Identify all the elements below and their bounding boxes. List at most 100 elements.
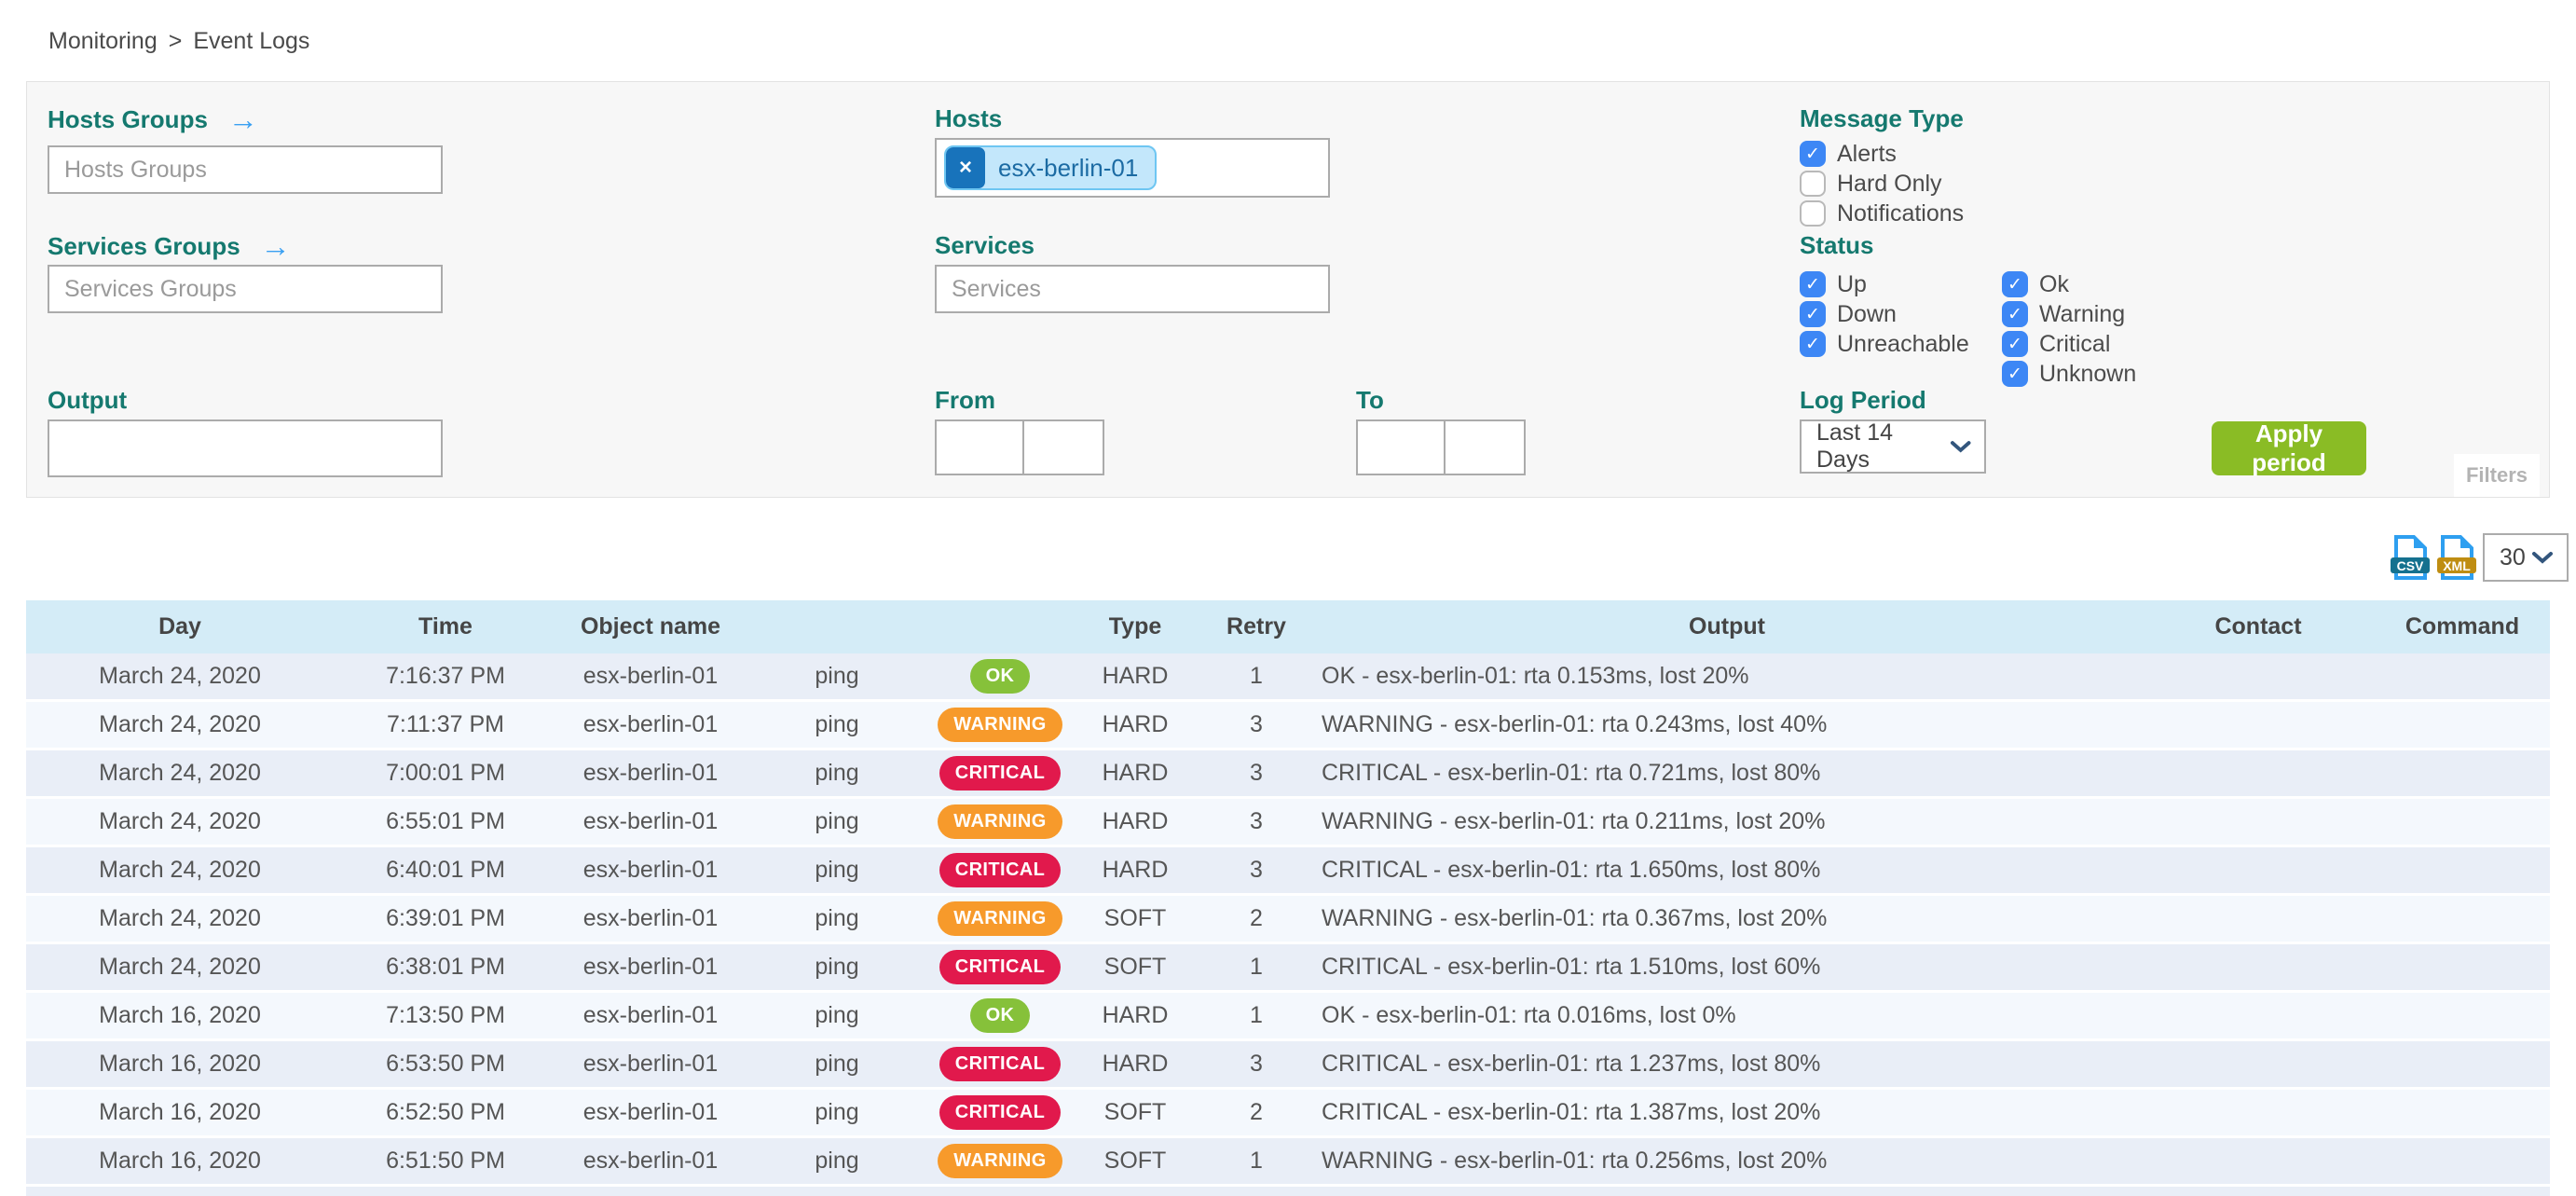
cell-object-name: esx-berlin-01 (582, 1051, 719, 1077)
checkbox-icon[interactable]: ✓ (1800, 171, 1826, 197)
cell-object-name: esx-berlin-01 (582, 1099, 719, 1125)
message-type-checkbox[interactable]: ✓ Alerts (1800, 140, 1897, 168)
checkbox-icon[interactable]: ✓ (1800, 200, 1826, 227)
table-row[interactable]: March 24, 2020 6:38:01 PM esx-berlin-01 … (26, 944, 2550, 993)
cell-retry: 2 (1250, 905, 1263, 931)
breadcrumb-event-logs: Event Logs (193, 28, 310, 54)
from-time-input[interactable] (1022, 419, 1104, 475)
export-xml-icon[interactable]: XML (2436, 534, 2477, 581)
table-row[interactable]: March 16, 2020 6:53:50 PM esx-berlin-01 … (26, 1041, 2550, 1090)
hosts-input[interactable]: × esx-berlin-01 (935, 138, 1330, 198)
cell-service: ping (815, 663, 859, 689)
breadcrumb-separator: > (168, 28, 183, 54)
chip-label: esx-berlin-01 (998, 153, 1139, 182)
checkbox-icon[interactable]: ✓ (1800, 301, 1826, 327)
export-csv-icon[interactable]: CSV (2390, 534, 2431, 581)
to-date-input[interactable] (1356, 419, 1446, 475)
services-groups-input[interactable] (48, 265, 443, 313)
cell-object-name: esx-berlin-01 (582, 663, 719, 689)
cell-status: CRITICAL (930, 950, 1070, 984)
cell-object-name: esx-berlin-01 (582, 808, 719, 834)
cell-retry: 1 (1250, 1002, 1263, 1028)
table-row[interactable]: March 16, 2020 6:51:50 PM esx-berlin-01 … (26, 1138, 2550, 1187)
column-header[interactable]: Day (158, 613, 201, 639)
log-period-label: Log Period (1800, 386, 1926, 414)
message-type-checkbox[interactable]: ✓ Notifications (1800, 199, 1964, 227)
cell-retry: 1 (1250, 663, 1263, 689)
table-row[interactable]: March 24, 2020 6:55:01 PM esx-berlin-01 … (26, 799, 2550, 847)
checkbox-icon[interactable]: ✓ (1800, 271, 1826, 297)
table-row[interactable]: March 24, 2020 7:16:37 PM esx-berlin-01 … (26, 653, 2550, 702)
cell-object-name: esx-berlin-01 (582, 1148, 719, 1174)
hosts-groups-input[interactable] (48, 145, 443, 194)
table-row[interactable]: March 24, 2020 7:11:37 PM esx-berlin-01 … (26, 702, 2550, 750)
column-header[interactable]: Object name (580, 613, 721, 639)
checkbox-icon[interactable]: ✓ (1800, 141, 1826, 167)
table-row[interactable]: March 24, 2020 6:39:01 PM esx-berlin-01 … (26, 896, 2550, 944)
breadcrumb-monitoring[interactable]: Monitoring (48, 28, 158, 54)
column-header[interactable]: Retry (1226, 613, 1286, 639)
checkbox-icon[interactable]: ✓ (2002, 271, 2028, 297)
status-badge: OK (969, 659, 1031, 694)
cell-day: March 24, 2020 (99, 711, 261, 737)
output-label: Output (48, 386, 128, 414)
output-input[interactable] (48, 419, 443, 477)
cell-status: OK (930, 998, 1070, 1033)
cell-output: CRITICAL - esx-berlin-01: rta 1.237ms, l… (1322, 1051, 1821, 1077)
to-time-input[interactable] (1444, 419, 1526, 475)
checkbox-icon[interactable]: ✓ (2002, 301, 2028, 327)
status-checkbox[interactable]: ✓ Unknown (2002, 360, 2136, 388)
services-groups-arrow-icon[interactable]: → (260, 229, 291, 263)
message-type-checkbox[interactable]: ✓ Hard Only (1800, 170, 1942, 198)
checkbox-icon[interactable]: ✓ (2002, 331, 2028, 357)
status-checkbox[interactable]: ✓ Warning (2002, 300, 2125, 328)
cell-service: ping (815, 760, 859, 786)
cell-service: ping (815, 1051, 859, 1077)
table-row[interactable]: March 24, 2020 7:00:01 PM esx-berlin-01 … (26, 750, 2550, 799)
status-badge: CRITICAL (939, 1047, 1062, 1081)
chip-remove-icon[interactable]: × (946, 147, 985, 188)
table-row[interactable]: March 16, 2020 7:13:50 PM esx-berlin-01 … (26, 993, 2550, 1041)
status-label: Status (1800, 231, 1874, 259)
cell-output: WARNING - esx-berlin-01: rta 0.243ms, lo… (1322, 711, 1828, 737)
cell-time: 6:55:01 PM (386, 808, 505, 834)
cell-time: 6:40:01 PM (386, 857, 505, 883)
table-row[interactable]: March 24, 2020 6:40:01 PM esx-berlin-01 … (26, 847, 2550, 896)
cell-object-name: esx-berlin-01 (582, 1002, 719, 1028)
status-badge: OK (969, 998, 1031, 1033)
cell-type: SOFT (1103, 1148, 1167, 1174)
column-header[interactable]: Type (1108, 613, 1162, 639)
apply-period-button[interactable]: Apply period (2212, 419, 2366, 476)
breadcrumb: Monitoring > Event Logs (0, 0, 2576, 55)
column-header[interactable]: Command (2405, 613, 2520, 639)
chevron-down-icon (2532, 551, 2553, 564)
cell-service: ping (815, 1099, 859, 1125)
cell-service: ping (815, 1002, 859, 1028)
log-period-select[interactable]: Last 14 Days (1800, 419, 1986, 474)
cell-retry: 3 (1250, 760, 1263, 786)
cell-service: ping (815, 808, 859, 834)
cell-output: OK - esx-berlin-01: rta 0.016ms, lost 0% (1322, 1002, 1736, 1028)
status-checkbox[interactable]: ✓ Critical (2002, 330, 2110, 358)
table-row[interactable]: March 16, 2020 6:52:50 PM esx-berlin-01 … (26, 1090, 2550, 1138)
table-body: March 24, 2020 7:16:37 PM esx-berlin-01 … (26, 653, 2550, 1187)
cell-output: CRITICAL - esx-berlin-01: rta 1.650ms, l… (1322, 857, 1821, 883)
column-header[interactable]: Output (1689, 613, 1765, 639)
checkbox-icon[interactable]: ✓ (2002, 361, 2028, 387)
from-date-input[interactable] (935, 419, 1024, 475)
cell-retry: 3 (1250, 808, 1263, 834)
cell-type: HARD (1102, 1002, 1169, 1028)
column-header[interactable]: Time (418, 613, 473, 639)
status-checkbox[interactable]: ✓ Unreachable (1800, 330, 1969, 358)
cell-type: HARD (1102, 1051, 1169, 1077)
page-size-select[interactable]: 30 (2483, 533, 2569, 582)
hosts-groups-arrow-icon[interactable]: → (227, 103, 258, 136)
cell-time: 6:39:01 PM (386, 905, 505, 931)
status-checkbox[interactable]: ✓ Up (1800, 270, 1867, 298)
filters-tab[interactable]: Filters (2454, 454, 2540, 497)
column-header[interactable]: Contact (2214, 613, 2302, 639)
status-checkbox[interactable]: ✓ Down (1800, 300, 1897, 328)
services-input[interactable] (935, 265, 1330, 313)
status-checkbox[interactable]: ✓ Ok (2002, 270, 2069, 298)
checkbox-icon[interactable]: ✓ (1800, 331, 1826, 357)
